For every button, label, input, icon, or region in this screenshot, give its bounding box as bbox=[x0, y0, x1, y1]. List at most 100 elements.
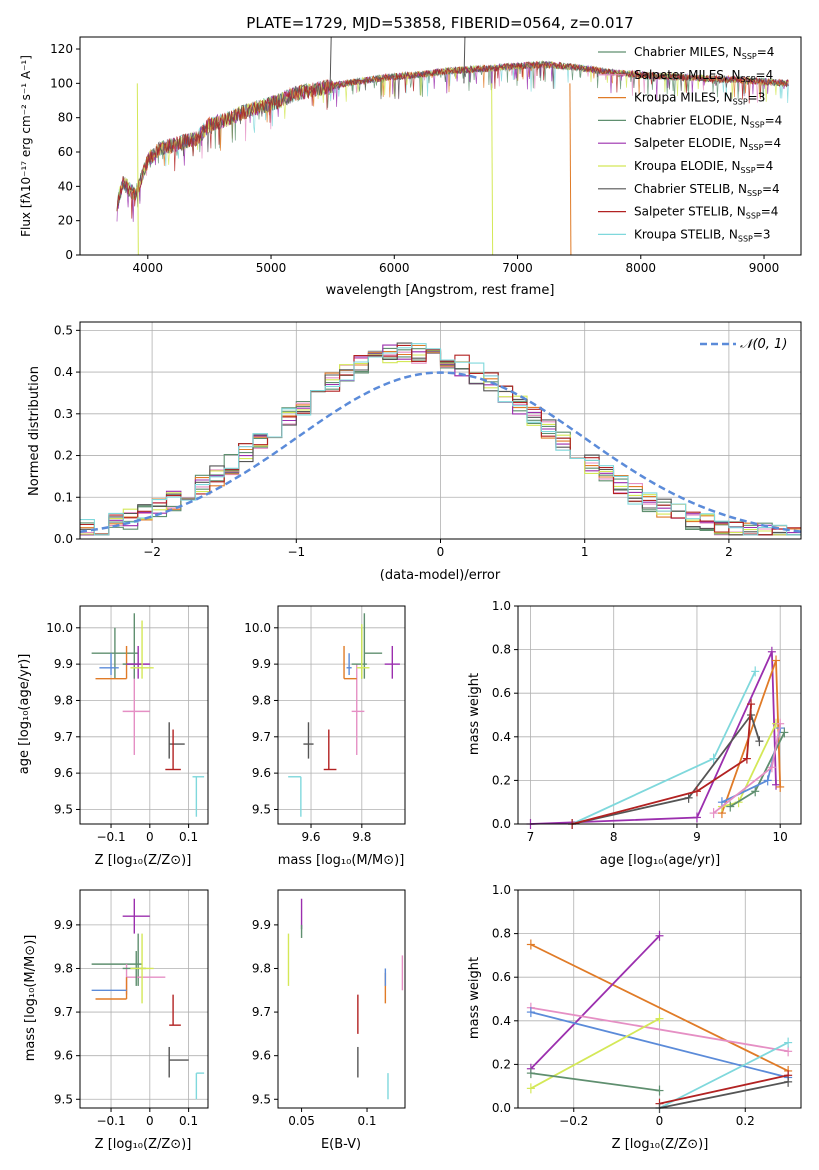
legend-label: Kroupa ELODIE, NSSP=4 bbox=[634, 159, 773, 175]
y-tick-label: 0.4 bbox=[492, 730, 511, 744]
weight-line bbox=[530, 1011, 789, 1079]
y-tick-label: 9.8 bbox=[252, 693, 271, 707]
weight-line bbox=[659, 1080, 789, 1109]
y-tick-label: 0.2 bbox=[54, 449, 73, 463]
spectrum-line bbox=[116, 60, 789, 212]
mass-z-plot: −0.1 0 0.1 9.5 9.6 9.7 9.8 9.9 bbox=[54, 889, 209, 1128]
y-tick-label: 0.1 bbox=[54, 490, 73, 504]
x-tick-label: 9000 bbox=[749, 261, 780, 275]
weight-age-ylabel: mass weight bbox=[467, 673, 482, 755]
age-vs-metallicity-panel: Z [log₁₀(Z/Z⊙)] age [log₁₀(age/yr)] −0.1… bbox=[17, 605, 209, 868]
age-vs-mass-panel: mass [log₁₀(M/M⊙)] 9.6 9.8 9.5 9.6 9.7 9.8 9.9… bbox=[244, 605, 406, 868]
y-tick-label: 9.5 bbox=[252, 802, 271, 816]
y-tick-label: 0.6 bbox=[492, 686, 511, 700]
gaussian-curve bbox=[79, 371, 802, 533]
weight-line bbox=[659, 1041, 789, 1109]
age-z-ylabel: age [log₁₀(age/yr)] bbox=[17, 654, 32, 775]
mass-z-ylabel: mass [log₁₀(M/M⊙)] bbox=[23, 935, 38, 1062]
y-tick-label: 9.6 bbox=[54, 766, 73, 780]
mass-weight-vs-age-panel: age [log₁₀(age/yr)] mass weight 7 8 9 10 0.0… bbox=[467, 599, 802, 868]
age-mass-xlabel: mass [log₁₀(M/M⊙)] bbox=[278, 853, 405, 868]
spectrum-line bbox=[116, 60, 789, 219]
spectrum-spike bbox=[463, 36, 466, 84]
x-tick-label: 7 bbox=[527, 830, 535, 844]
weight-line bbox=[571, 704, 752, 825]
y-tick-label: 0.0 bbox=[492, 817, 511, 831]
legend-label: Chabrier MILES, NSSP=4 bbox=[634, 45, 774, 61]
mass-ebv-plot: 0.05 0.1 9.5 9.6 9.7 9.8 9.9 bbox=[252, 889, 406, 1128]
spectrum-ylabel: Flux [fλ10⁻¹⁷ erg cm⁻² s⁻¹ A⁻¹] bbox=[19, 55, 33, 237]
legend-label: Kroupa MILES, NSSP=3 bbox=[634, 91, 765, 107]
x-tick-label: 0.1 bbox=[179, 830, 198, 844]
weight-line bbox=[571, 713, 761, 825]
y-tick-label: 9.7 bbox=[252, 1005, 271, 1019]
axes-frame bbox=[517, 889, 802, 1109]
y-tick-label: 0 bbox=[65, 248, 73, 262]
weight-line bbox=[659, 1074, 789, 1105]
histogram-ylabel: Normed distribution bbox=[27, 366, 42, 496]
mass-ebv-xlabel: E(B-V) bbox=[321, 1137, 361, 1152]
weight-line bbox=[530, 1006, 789, 1053]
y-tick-label: 80 bbox=[58, 111, 73, 125]
y-tick-label: 0.2 bbox=[492, 1057, 511, 1071]
y-tick-label: 9.8 bbox=[252, 961, 271, 975]
y-tick-label: 9.6 bbox=[54, 1049, 73, 1063]
axes-frame bbox=[79, 36, 802, 256]
mass-vs-extinction-panel: E(B-V) 0.05 0.1 9.5 9.6 9.7 9.8 9.9 bbox=[252, 889, 406, 1152]
legend-label: Salpeter MILES, NSSP=4 bbox=[634, 68, 773, 84]
x-tick-label: 0.1 bbox=[179, 1114, 198, 1128]
axes-frame bbox=[79, 605, 209, 825]
axes-frame bbox=[277, 889, 406, 1109]
y-tick-label: 0.0 bbox=[492, 1101, 511, 1115]
y-tick-label: 1.0 bbox=[492, 883, 511, 897]
y-tick-label: 0.5 bbox=[54, 323, 73, 337]
histogram-step bbox=[80, 344, 801, 536]
y-tick-label: 0.2 bbox=[492, 773, 511, 787]
legend-label: Salpeter STELIB, NSSP=4 bbox=[634, 205, 778, 221]
x-tick-label: −2 bbox=[143, 545, 161, 559]
x-tick-label: 9 bbox=[693, 830, 701, 844]
x-tick-label: 7000 bbox=[502, 261, 533, 275]
y-tick-label: 9.7 bbox=[54, 1005, 73, 1019]
y-tick-label: 0.8 bbox=[492, 927, 511, 941]
y-tick-label: 9.5 bbox=[54, 802, 73, 816]
spectrum-legend: Chabrier MILES, NSSP=4 Salpeter MILES, NS… bbox=[598, 45, 782, 243]
spectrum-plot: 4000 5000 6000 7000 8000 9000 0 20 40 60 80 100 120 bbox=[50, 36, 802, 275]
legend-label: Chabrier STELIB, NSSP=4 bbox=[634, 182, 780, 198]
legend-label: Kroupa STELIB, NSSP=3 bbox=[634, 227, 771, 243]
y-tick-label: 9.9 bbox=[54, 918, 73, 932]
y-tick-label: 9.7 bbox=[252, 730, 271, 744]
histogram-legend: 𝒩(0, 1) bbox=[700, 337, 787, 352]
histogram-step bbox=[80, 347, 801, 536]
histogram-plot: −2 −1 0 1 2 0.0 0.1 0.2 0.3 0.4 0.5 bbox=[54, 321, 802, 559]
y-tick-label: 0.0 bbox=[54, 532, 73, 546]
mass-weight-vs-metallicity-panel: Z [log₁₀(Z/Z⊙)] mass weight −0.2 0 0.2 0.0 0… bbox=[467, 883, 802, 1152]
x-tick-label: 0.05 bbox=[288, 1114, 315, 1128]
weight-z-xlabel: Z [log₁₀(Z/Z⊙)] bbox=[612, 1137, 709, 1152]
weight-z-ylabel: mass weight bbox=[467, 957, 482, 1039]
y-tick-label: 9.5 bbox=[54, 1092, 73, 1106]
y-tick-label: 1.0 bbox=[492, 599, 511, 613]
y-tick-label: 0.6 bbox=[492, 970, 511, 984]
axes-frame bbox=[517, 605, 802, 825]
weight-age-plot: 7 8 9 10 0.0 0.2 0.4 0.6 0.8 1.0 bbox=[492, 599, 802, 844]
x-tick-label: 0.2 bbox=[736, 1114, 755, 1128]
spectrum-panel: PLATE=1729, MJD=53858, FIBERID=0564, z=0… bbox=[19, 14, 802, 298]
y-tick-label: 9.5 bbox=[252, 1092, 271, 1106]
y-tick-label: 20 bbox=[58, 214, 73, 228]
x-tick-label: 8 bbox=[610, 830, 618, 844]
x-tick-label: −0.1 bbox=[96, 830, 125, 844]
age-z-xlabel: Z [log₁₀(Z/Z⊙)] bbox=[95, 853, 192, 868]
y-tick-label: 40 bbox=[58, 179, 73, 193]
spectrum-spike bbox=[136, 83, 139, 256]
y-tick-label: 9.9 bbox=[252, 918, 271, 932]
y-tick-label: 0.4 bbox=[54, 365, 73, 379]
x-tick-label: −0.2 bbox=[559, 1114, 588, 1128]
age-mass-plot: 9.6 9.8 9.5 9.6 9.7 9.8 9.9 10.0 bbox=[244, 605, 406, 844]
x-tick-label: 0 bbox=[656, 1114, 664, 1128]
mass-vs-metallicity-panel: Z [log₁₀(Z/Z⊙)] mass [log₁₀(M/M⊙)] −0.1 0… bbox=[23, 889, 209, 1152]
y-tick-label: 9.6 bbox=[252, 766, 271, 780]
spectrum-spike bbox=[329, 36, 332, 84]
x-tick-label: −1 bbox=[287, 545, 305, 559]
x-tick-label: 6000 bbox=[379, 261, 410, 275]
